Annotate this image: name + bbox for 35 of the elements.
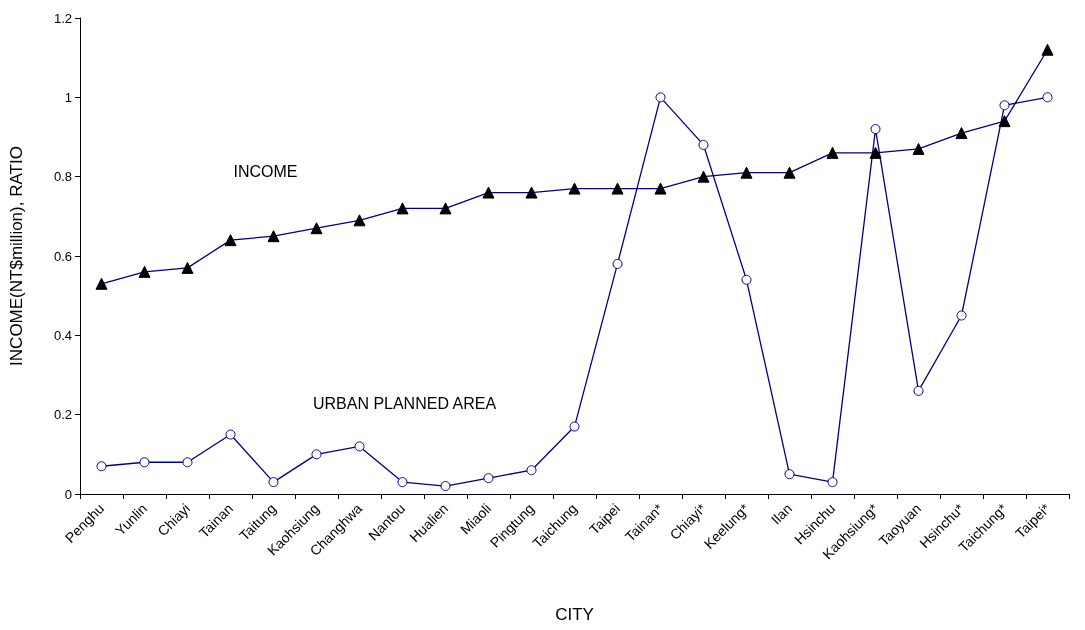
point (870, 124, 881, 135)
y-tick-label: 0 (64, 486, 72, 502)
point (698, 139, 709, 150)
point (569, 421, 580, 432)
point (483, 473, 494, 484)
point (354, 441, 365, 452)
point (956, 310, 967, 321)
point (784, 469, 795, 480)
point (139, 457, 150, 468)
point (913, 385, 924, 396)
point (1042, 92, 1053, 103)
text: INCOME (233, 162, 298, 180)
x-tick-label: Ilan (767, 500, 796, 528)
point (182, 457, 193, 468)
point (225, 429, 236, 440)
y-tick-label: 0.6 (53, 248, 72, 264)
point (311, 449, 322, 460)
point (440, 481, 451, 492)
point (655, 92, 666, 103)
point (397, 477, 408, 488)
y-tick-label: 0.8 (53, 169, 72, 185)
point (612, 258, 623, 269)
text: URBAN PLANNED AREA (312, 394, 497, 412)
y-tick-label: 0.4 (53, 327, 72, 343)
point (999, 100, 1010, 111)
point (827, 477, 838, 488)
point (96, 461, 107, 472)
x-axis-title: CITY (555, 605, 594, 624)
y-tick-label: 1.2 (53, 10, 72, 26)
point (741, 274, 752, 285)
y-tick-label: 0.2 (53, 407, 72, 423)
y-axis-title: INCOME(NT$million), RATIO (7, 146, 26, 366)
point (526, 465, 537, 476)
point (268, 477, 279, 488)
y-tick-label: 1 (64, 89, 72, 105)
